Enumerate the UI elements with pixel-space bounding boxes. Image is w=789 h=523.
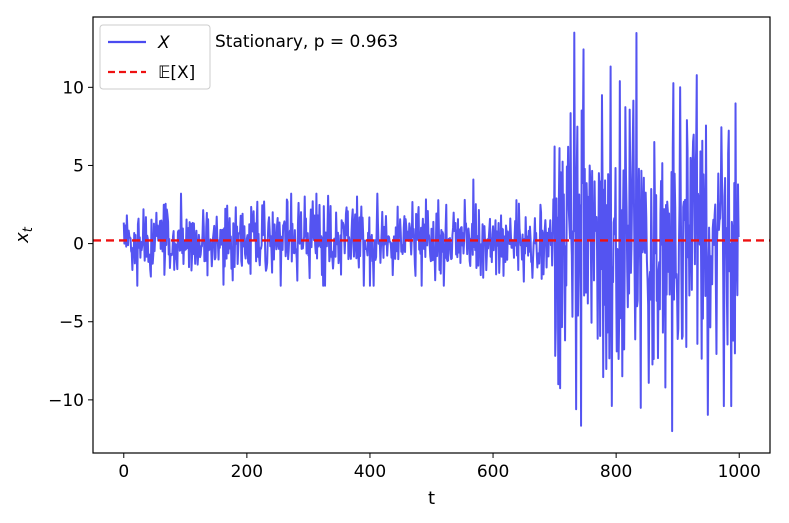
y-tick-label: 0 [73, 235, 84, 255]
y-tick-label: 5 [73, 156, 84, 176]
chart-annotation: Stationary, p = 0.963 [215, 32, 398, 52]
x-tick-label: 400 [354, 462, 386, 482]
x-axis-label: t [428, 488, 435, 509]
y-tick-label: −5 [59, 313, 84, 333]
legend-label-expectation: 𝔼[X] [158, 63, 195, 83]
x-tick-label: 1000 [718, 462, 761, 482]
series-line-x [122, 31, 740, 433]
legend-label-x: X [157, 33, 170, 53]
svg-text:xt: xt [12, 226, 36, 244]
x-tick-label: 600 [477, 462, 509, 482]
ticks-layer: 0 200 400 600 800 1000 10 5 0 −5 −10 [48, 78, 761, 482]
x-tick-label: 0 [118, 462, 129, 482]
y-tick-label: 10 [62, 78, 84, 98]
y-tick-label: −10 [48, 391, 84, 411]
plot-layer [93, 31, 770, 433]
axes-frame [92, 16, 771, 454]
x-tick-label: 800 [600, 462, 632, 482]
x-tick-label: 200 [231, 462, 263, 482]
y-axis-label: xt [12, 226, 36, 244]
legend: X 𝔼[X] [99, 24, 211, 90]
